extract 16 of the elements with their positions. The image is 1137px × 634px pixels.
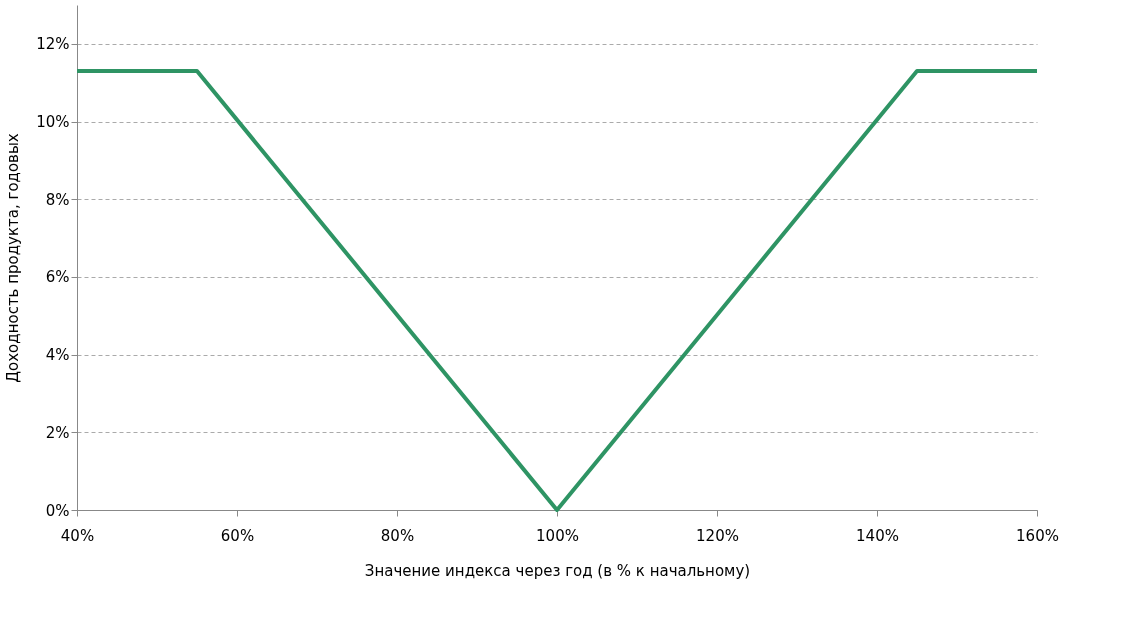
y-tick-label: 2% <box>45 423 70 442</box>
x-tick-label: 80% <box>380 526 415 545</box>
y-tick-label: 4% <box>45 346 70 365</box>
y-tick-label: 8% <box>45 190 70 209</box>
x-tick-label: 120% <box>696 526 739 545</box>
y-tick-label: 10% <box>36 113 70 132</box>
y-axis-title: Доходность продукта, годовых <box>4 133 23 383</box>
x-tick-label: 160% <box>1016 526 1059 545</box>
x-tick-label: 140% <box>856 526 899 545</box>
y-tick-label: 0% <box>45 501 70 520</box>
x-tick-label: 100% <box>536 526 579 545</box>
x-tick-label: 40% <box>60 526 95 545</box>
x-axis-title: Значение индекса через год (в % к начальному) <box>364 561 751 580</box>
y-tick-label: 12% <box>36 35 70 54</box>
x-tick-label: 60% <box>220 526 255 545</box>
y-tick-label: 6% <box>45 268 70 287</box>
